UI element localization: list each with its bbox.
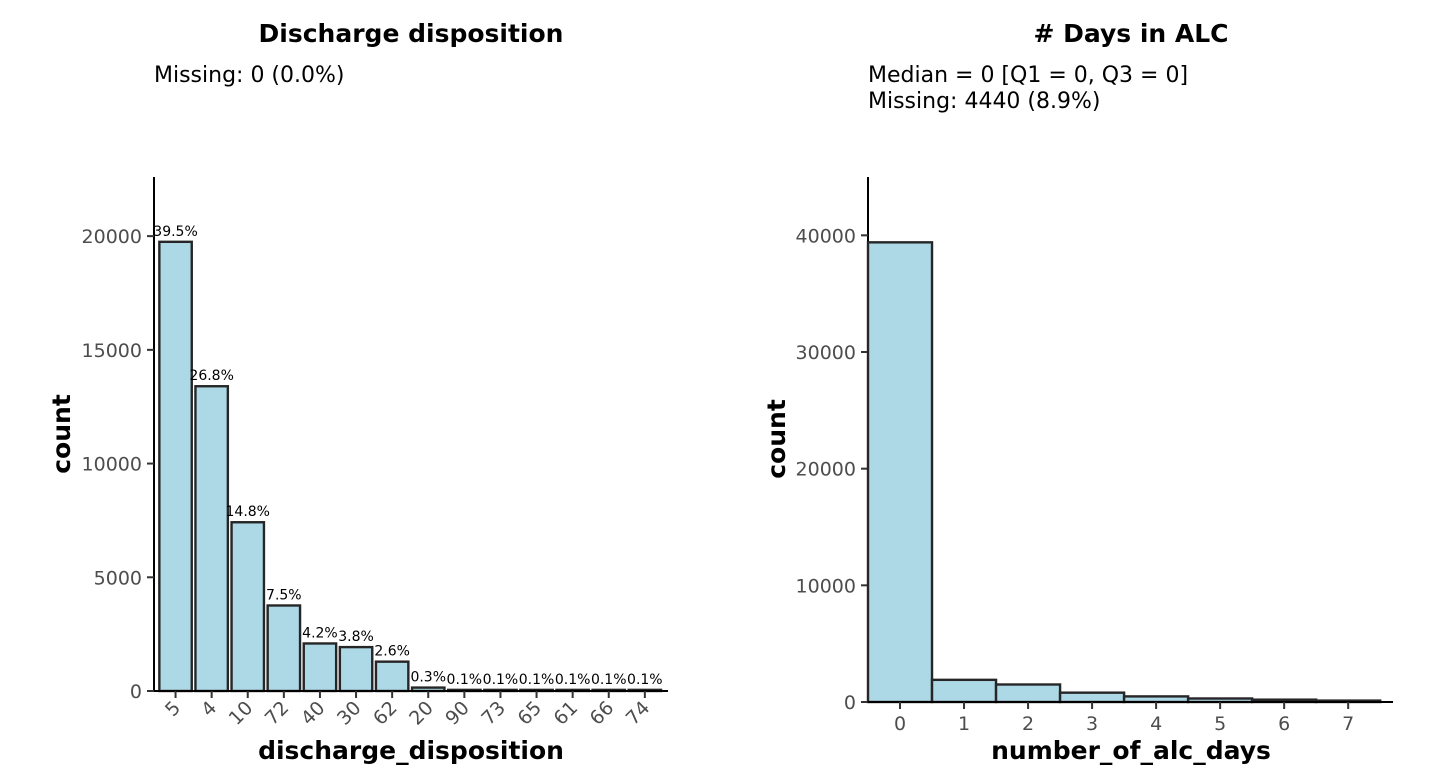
x-tick-label: 90: [441, 697, 474, 730]
x-axis-title: discharge_disposition: [258, 736, 564, 765]
panel-days-in-alc: # Days in ALC Median = 0 [Q1 = 0, Q3 = 0…: [762, 19, 1393, 765]
bar-data-label: 0.1%: [591, 672, 627, 688]
bar: [866, 241, 934, 704]
x-tick-label: 0: [894, 713, 906, 735]
bar: [230, 521, 266, 693]
x-tick-label: 20: [405, 697, 438, 730]
bar: [994, 683, 1062, 704]
bar-data-label: 0.1%: [555, 672, 591, 688]
y-tick-label: 40000: [796, 225, 856, 247]
bar-data-label: 14.8%: [226, 504, 270, 520]
bar-data-label: 0.1%: [447, 672, 483, 688]
x-tick-label: 6: [1278, 713, 1290, 735]
chart-title: # Days in ALC: [1033, 19, 1228, 48]
x-axis-title: number_of_alc_days: [991, 736, 1271, 765]
bar-data-label: 0.1%: [519, 672, 555, 688]
bar-data-label: 0.3%: [410, 670, 446, 686]
x-tick-label: 5: [161, 697, 185, 721]
bar: [338, 645, 374, 693]
chart-subtitle-line-1: Missing: 0 (0.0%): [154, 63, 345, 88]
y-tick-label: 5000: [94, 567, 142, 589]
x-tick-label: 3: [1086, 713, 1098, 735]
bar-data-label: 4.2%: [302, 625, 338, 641]
y-tick-label: 30000: [796, 342, 856, 364]
y-tick-label: 20000: [796, 459, 856, 481]
x-tick-label: 74: [622, 697, 655, 730]
plot-area: 0 5000 10000 15000 20000 39.5% 26.8% 14.8% 7.5% 4…: [82, 177, 668, 730]
bar-data-label: 0.1%: [627, 672, 663, 688]
y-axis-title: count: [762, 399, 791, 479]
x-tick-label: 4: [1150, 713, 1162, 735]
bar-data-label: 39.5%: [153, 224, 197, 240]
chart-subtitle-line-2: Missing: 4440 (8.9%): [868, 89, 1100, 114]
y-tick-label: 10000: [82, 454, 142, 476]
x-tick-label: 73: [477, 697, 510, 730]
y-tick-label: 15000: [82, 340, 142, 362]
y-tick-label: 20000: [82, 226, 142, 248]
plot-area: 0 10000 20000 30000 40000 0 1 2 3 4 5 6 7: [796, 177, 1393, 735]
x-tick-label: 4: [197, 697, 221, 721]
x-tick-label: 2: [1022, 713, 1034, 735]
x-tick-label: 30: [333, 697, 366, 730]
x-tick-label: 10: [225, 697, 258, 730]
chart-title: Discharge disposition: [259, 19, 564, 48]
x-tick-label: 66: [586, 697, 619, 730]
x-tick-label: 5: [1214, 713, 1226, 735]
x-tick-label: 40: [297, 697, 330, 730]
bar: [266, 604, 302, 693]
bar: [1058, 691, 1126, 704]
bar-data-label: 3.8%: [338, 629, 374, 645]
chart-subtitle-line-1: Median = 0 [Q1 = 0, Q3 = 0]: [868, 63, 1188, 88]
bar: [930, 678, 998, 704]
x-tick-label: 61: [550, 697, 583, 730]
bar-data-label: 26.8%: [189, 368, 233, 384]
y-axis-title: count: [47, 394, 76, 474]
x-tick-label: 62: [369, 697, 402, 730]
bar-data-label: 2.6%: [374, 644, 410, 660]
y-tick-label: 10000: [796, 575, 856, 597]
x-tick-label: 7: [1342, 713, 1354, 735]
y-tick-label: 0: [130, 681, 142, 703]
x-tick-label: 65: [513, 697, 546, 730]
bar: [194, 385, 230, 693]
bar-data-label: 0.1%: [483, 672, 519, 688]
x-tick-label: 72: [261, 697, 294, 730]
bar: [374, 660, 410, 693]
bar-data-label: 7.5%: [266, 587, 302, 603]
bar: [158, 240, 193, 693]
bar: [302, 642, 338, 693]
x-tick-label: 1: [958, 713, 970, 735]
panel-discharge-disposition: Discharge disposition Missing: 0 (0.0%) …: [47, 19, 668, 765]
y-tick-label: 0: [844, 692, 856, 714]
